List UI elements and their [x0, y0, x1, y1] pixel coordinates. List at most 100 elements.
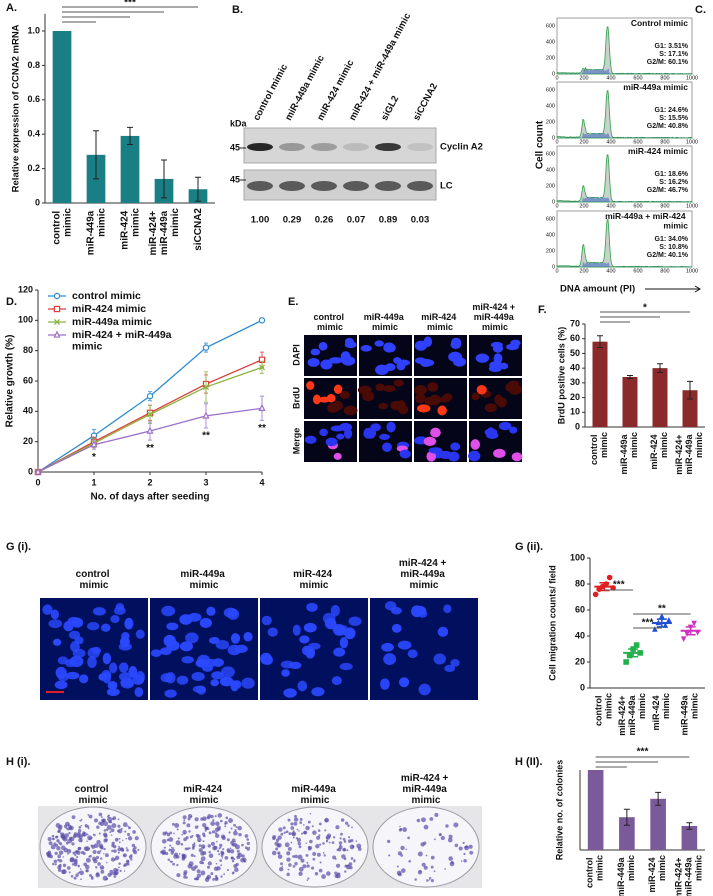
blot-band [311, 143, 337, 151]
y-tick-label: 20 [23, 436, 33, 446]
colony [334, 871, 338, 875]
colony [398, 828, 403, 832]
colony [79, 868, 82, 870]
colony [323, 854, 326, 857]
colony [109, 869, 114, 874]
colony [220, 834, 226, 839]
nucleus [280, 660, 295, 669]
nucleus [378, 402, 389, 410]
y-axis-label: Relative no. of colonies [554, 760, 564, 861]
nucleus [48, 619, 63, 629]
colony [126, 848, 129, 852]
nucleus [303, 622, 317, 633]
colony [193, 842, 196, 845]
nucleus [165, 672, 176, 684]
colony [292, 865, 296, 868]
colony [464, 846, 466, 849]
colony [87, 814, 90, 816]
y-tick-label: 0 [552, 135, 555, 141]
colony [210, 821, 216, 826]
colony [220, 864, 223, 867]
colony [334, 873, 339, 879]
nucleus [318, 341, 328, 351]
nucleus [161, 605, 176, 617]
x-tick-label: 0 [555, 75, 558, 81]
nucleus [106, 688, 120, 696]
colony [322, 852, 325, 854]
colony [286, 857, 291, 862]
colony [312, 852, 317, 856]
colony [58, 864, 62, 868]
x-tick-label: siCCNA2 [193, 208, 204, 251]
nucleus [339, 391, 350, 399]
colony [122, 853, 127, 858]
colony [196, 869, 201, 874]
colony [248, 846, 250, 849]
colony [300, 858, 305, 863]
colony [298, 830, 300, 832]
colony [342, 837, 346, 841]
colony [110, 828, 115, 833]
nucleus [227, 644, 241, 656]
x-tick-label: 400 [606, 139, 615, 145]
data-point [680, 636, 687, 642]
colony [278, 867, 284, 872]
colony [216, 849, 220, 853]
colony [176, 873, 181, 878]
nucleus [101, 669, 112, 680]
nucleus [417, 404, 431, 413]
nucleus [261, 615, 272, 626]
x-tick-label: miR-424 mimic [649, 432, 669, 470]
nucleus [164, 689, 177, 698]
y-tick-label: 20 [570, 392, 580, 402]
nucleus [430, 427, 441, 438]
legend-label: miR-449a mimic [72, 316, 152, 328]
data-point [258, 403, 266, 411]
colony [454, 843, 459, 848]
nucleus [444, 664, 456, 673]
blot-band [279, 143, 305, 151]
nucleus [243, 631, 253, 642]
colony [217, 827, 221, 831]
colony [170, 846, 173, 849]
y-tick-label: 0.4 [27, 129, 40, 139]
colony [206, 865, 211, 869]
colony [71, 863, 75, 866]
error-bar [597, 335, 603, 349]
nucleus [55, 666, 67, 679]
nucleus [166, 622, 179, 631]
colony [202, 840, 205, 843]
colony [60, 834, 65, 839]
y-tick-label: 600 [546, 87, 555, 93]
error-bar [628, 648, 639, 658]
colony [453, 822, 459, 828]
colony [188, 830, 191, 833]
nucleus [384, 363, 396, 372]
colony [277, 854, 283, 859]
loading-band [311, 181, 337, 191]
colony [106, 825, 112, 830]
colony [292, 836, 295, 839]
colony [169, 831, 173, 835]
colony [208, 850, 211, 854]
colony [113, 875, 117, 878]
colony [77, 829, 82, 833]
significance-label: * [92, 452, 96, 463]
histogram-title: miR-424 mimic [628, 146, 688, 156]
colony [222, 848, 225, 851]
nucleus [179, 641, 193, 652]
colony [57, 858, 60, 862]
colony [227, 849, 231, 854]
colony [287, 818, 291, 822]
nucleus [360, 345, 372, 352]
colony [53, 842, 57, 846]
colony [182, 821, 186, 825]
nucleus [232, 680, 242, 689]
colony [99, 857, 103, 860]
nucleus [176, 675, 189, 685]
nucleus [450, 340, 462, 349]
x-tick-label: 800 [660, 268, 669, 274]
colony [198, 844, 202, 847]
y-tick-label: 0 [580, 682, 585, 692]
colony [93, 818, 99, 823]
